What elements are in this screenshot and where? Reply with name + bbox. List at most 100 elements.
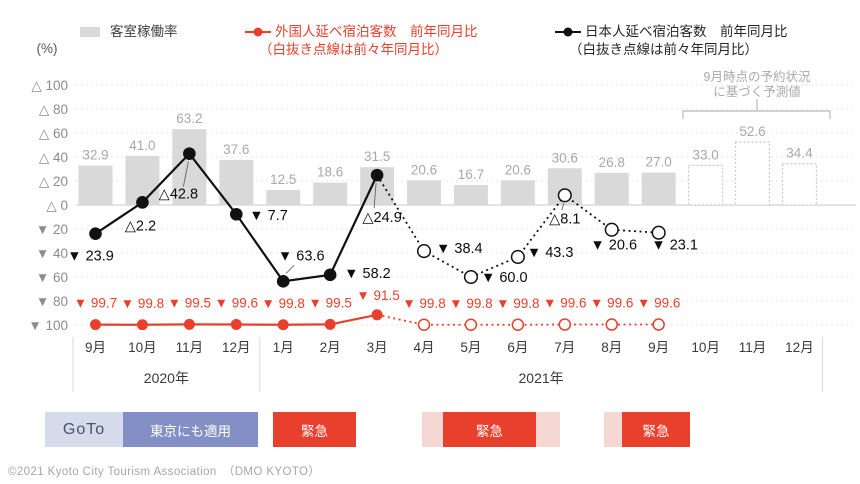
forecast-annotation: 9月時点の予約状況 xyxy=(704,69,811,84)
x-axis-year: 2021年 xyxy=(519,370,564,386)
policy-timeline: GoTo 東京にも適用 緊急 緊急 緊急 xyxy=(0,412,860,447)
occupancy-bar xyxy=(78,165,113,205)
legend-occupancy-label: 客室稼働率 xyxy=(110,24,178,39)
point-value-label: △42.8 xyxy=(159,187,198,203)
data-point xyxy=(183,147,196,160)
y-axis-tick: △ 40 xyxy=(39,150,68,165)
bar-value-label: 33.0 xyxy=(692,147,718,162)
occupancy-bar-forecast xyxy=(687,164,724,206)
y-axis-tick: △ 20 xyxy=(39,174,68,189)
point-value-label: ▼ 99.8 xyxy=(449,296,492,311)
legend-foreign-label: 外国人延べ宿泊客数 前年同月比 xyxy=(275,24,478,39)
data-point xyxy=(323,268,337,282)
data-point xyxy=(90,319,101,331)
legend-occupancy: 客室稼働率 xyxy=(80,23,178,41)
data-point xyxy=(370,168,384,182)
data-point-open xyxy=(416,244,432,259)
data-point-open xyxy=(558,318,572,331)
point-value-label: ▼ 7.7 xyxy=(249,208,288,224)
point-value-label: ▼ 99.7 xyxy=(74,296,117,311)
point-value-label: ▼ 99.6 xyxy=(215,296,258,311)
bar-value-label: 20.6 xyxy=(505,162,531,177)
point-value-label: ▼ 60.0 xyxy=(481,270,528,286)
data-point-open xyxy=(463,269,478,285)
point-value-label: ▼ 63.6 xyxy=(278,248,325,264)
y-axis-tick: ▼ 100 xyxy=(28,318,68,333)
point-value-label: △8.1 xyxy=(549,211,580,227)
band-tokyo-applied: 東京にも適用 xyxy=(123,412,258,447)
data-point-open xyxy=(511,318,525,332)
x-axis-year: 2020年 xyxy=(144,370,189,386)
point-value-label: △2.2 xyxy=(125,218,156,234)
point-value-label: ▼ 99.5 xyxy=(308,295,351,310)
data-point xyxy=(324,318,336,330)
occupancy-bar-forecast xyxy=(734,141,771,206)
x-axis-month: 9月 xyxy=(648,340,669,355)
x-axis-month: 12月 xyxy=(785,340,814,355)
y-axis-unit: (%) xyxy=(37,41,58,56)
data-point-open xyxy=(557,188,572,203)
point-value-label: ▼ 99.6 xyxy=(590,296,633,311)
occupancy-bar xyxy=(453,184,488,205)
data-point-open xyxy=(652,318,665,331)
occupancy-bar-forecast xyxy=(781,163,818,206)
occupancy-bar xyxy=(500,180,535,205)
label-leader-line xyxy=(561,203,565,211)
red-line-marker-icon xyxy=(245,27,271,37)
x-axis-month: 3月 xyxy=(367,340,388,355)
data-point-open xyxy=(510,249,525,265)
bar-value-label: 20.6 xyxy=(411,162,437,177)
legend-japanese-subnote: （白抜き点線は前々年同月比） xyxy=(569,42,758,58)
occupancy-bar xyxy=(219,159,254,205)
y-axis-tick: △ 80 xyxy=(39,102,68,117)
x-axis-month: 4月 xyxy=(414,340,435,355)
point-value-label: ▼ 43.3 xyxy=(527,245,574,261)
x-axis-month: 5月 xyxy=(460,340,481,355)
x-axis-month: 11月 xyxy=(739,340,767,355)
x-axis-month: 10月 xyxy=(691,340,720,355)
point-value-label: ▼ 99.8 xyxy=(402,296,445,311)
band-quasi-1 xyxy=(422,412,443,447)
data-point-open xyxy=(604,222,619,237)
band-quasi-3 xyxy=(604,412,622,447)
occupancy-bar xyxy=(407,180,442,205)
data-point-open xyxy=(605,318,618,331)
x-axis-month: 1月 xyxy=(273,340,294,355)
point-value-label: ▼ 23.1 xyxy=(651,238,698,254)
data-point-open xyxy=(464,318,478,332)
point-value-label: △24.9 xyxy=(362,210,401,226)
point-value-label: ▼ 38.4 xyxy=(436,241,483,257)
occupancy-swatch-icon xyxy=(80,27,100,38)
point-value-label: ▼ 58.2 xyxy=(344,266,391,282)
y-axis-tick: ▼ 20 xyxy=(36,222,68,237)
point-value-label: ▼ 23.9 xyxy=(67,249,114,265)
bar-value-label: 27.0 xyxy=(646,155,672,170)
point-value-label: ▼ 99.8 xyxy=(496,296,539,311)
bar-value-label: 32.9 xyxy=(82,148,108,163)
occupancy-bar xyxy=(313,182,348,205)
bar-value-label: 63.2 xyxy=(176,111,202,126)
band-emergency-3: 緊急 xyxy=(622,412,690,447)
data-point xyxy=(136,319,148,331)
point-value-label: ▼ 20.6 xyxy=(590,238,637,254)
legend-foreign: 外国人延べ宿泊客数 前年同月比 （白抜き点線は前々年同月比） xyxy=(245,23,478,59)
x-axis-month: 9月 xyxy=(85,340,106,355)
data-point xyxy=(136,196,149,209)
x-axis-month: 12月 xyxy=(222,340,251,355)
bar-value-label: 37.6 xyxy=(223,142,249,157)
data-point xyxy=(371,309,383,321)
y-axis-tick: ▼ 60 xyxy=(36,270,68,285)
point-value-label: ▼ 99.8 xyxy=(262,296,305,311)
legend-japanese-label: 日本人延べ宿泊客数 前年同月比 xyxy=(585,24,788,39)
point-value-label: ▼ 91.5 xyxy=(356,288,399,303)
data-point-open xyxy=(651,225,666,240)
bar-value-label: 34.4 xyxy=(786,146,813,161)
legend-foreign-subnote: （白抜き点線は前々年同月比） xyxy=(259,42,448,58)
data-point xyxy=(183,318,195,330)
forecast-bracket xyxy=(682,99,831,119)
label-leader-line xyxy=(285,265,295,274)
y-axis-tick: ▼ 40 xyxy=(36,246,68,261)
copyright-text: ©2021 Kyoto City Tourism Association （DM… xyxy=(8,466,321,478)
bar-value-label: 52.6 xyxy=(739,124,765,139)
